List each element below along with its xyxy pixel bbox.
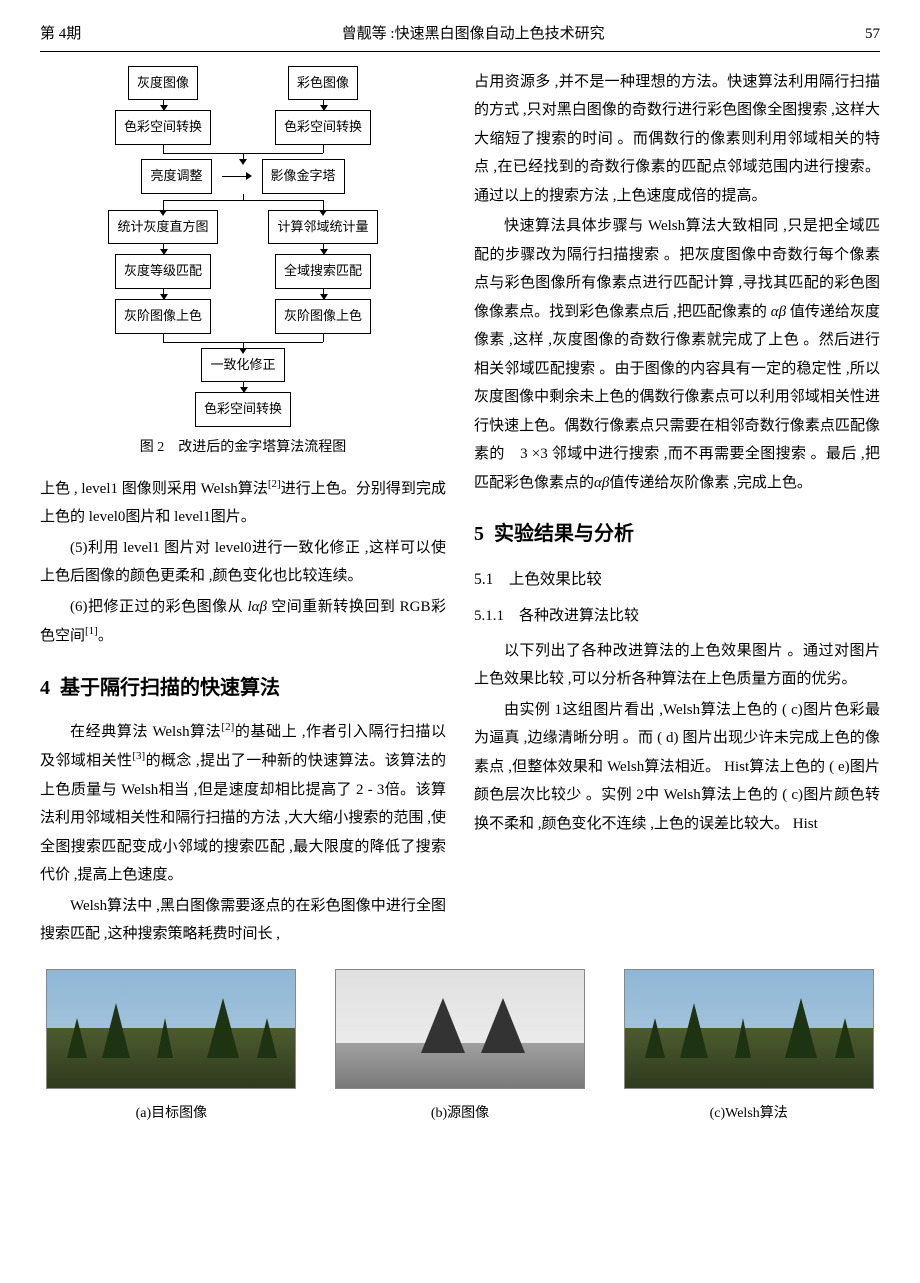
flow-arrow-down	[163, 289, 164, 299]
page-header: 第 4期 曾靓等 :快速黑白图像自动上色技术研究 57	[40, 20, 880, 52]
flow-node: 灰度图像	[128, 66, 198, 101]
flow-arrow-down	[163, 100, 164, 110]
body-paragraph: 由实例 1这组图片看出 ,Welsh算法上色的 ( c)图片色彩最为逼真 ,边缘…	[474, 696, 880, 839]
section-heading: 5实验结果与分析	[474, 515, 880, 553]
flow-arrow-right	[222, 172, 252, 180]
section-heading: 4基于隔行扫描的快速算法	[40, 669, 446, 707]
flow-node: 灰阶图像上色	[275, 299, 371, 334]
sample-image-source	[335, 969, 585, 1089]
body-paragraph: 以下列出了各种改进算法的上色效果图片 。通过对图片上色效果比较 ,可以分析各种算…	[474, 637, 880, 694]
flow-node: 灰阶图像上色	[115, 299, 211, 334]
citation-ref: [2]	[221, 721, 234, 733]
body-paragraph: Welsh算法中 ,黑白图像需要逐点的在彩色图像中进行全图搜索匹配 ,这种搜索策…	[40, 892, 446, 949]
body-paragraph: 在经典算法 Welsh算法[2]的基础上 ,作者引入隔行扫描以及邻域相关性[3]…	[40, 717, 446, 890]
citation-ref: [2]	[268, 478, 281, 490]
flow-merge	[83, 334, 403, 348]
subsection-heading: 5.1 上色效果比较	[474, 565, 880, 594]
flow-arrow-down	[323, 244, 324, 254]
subsubsection-heading: 5.1.1 各种改进算法比较	[474, 602, 880, 631]
body-paragraph: 占用资源多 ,并不是一种理想的方法。快速算法利用隔行扫描的方式 ,只对黑白图像的…	[474, 68, 880, 211]
sample-image-target	[46, 969, 296, 1089]
flow-node: 色彩空间转换	[115, 110, 211, 145]
figure-cell-b: (b)源图像	[329, 969, 592, 1128]
figure-cell-c: (c)Welsh算法	[617, 969, 880, 1128]
issue-label: 第 4期	[40, 20, 81, 49]
figure-sublabel: (b)源图像	[431, 1101, 489, 1128]
flow-arrow-down	[323, 289, 324, 299]
body-paragraph: 上色 , level1 图像则采用 Welsh算法[2]进行上色。分别得到完成上…	[40, 474, 446, 532]
flow-split	[83, 194, 403, 210]
running-head: 曾靓等 :快速黑白图像自动上色技术研究	[342, 20, 605, 49]
body-paragraph: (6)把修正过的彩色图像从 lαβ 空间重新转换回到 RGB彩色空间[1]。	[40, 593, 446, 651]
flow-merge	[83, 145, 403, 159]
flowchart-fig2: 灰度图像 彩色图像 色彩空间转换 色彩空间转换 亮度调整 影像金字塔	[83, 66, 403, 428]
sample-image-welsh	[624, 969, 874, 1089]
flow-node: 影像金字塔	[262, 159, 345, 194]
figure-sublabel: (a)目标图像	[136, 1101, 208, 1128]
flow-arrow-down	[163, 244, 164, 254]
flow-node: 全域搜索匹配	[275, 254, 371, 289]
two-column-body: 灰度图像 彩色图像 色彩空间转换 色彩空间转换 亮度调整 影像金字塔	[40, 66, 880, 951]
flow-node: 亮度调整	[141, 159, 211, 194]
left-column: 灰度图像 彩色图像 色彩空间转换 色彩空间转换 亮度调整 影像金字塔	[40, 66, 446, 951]
body-paragraph: 快速算法具体步骤与 Welsh算法大致相同 ,只是把全域匹配的步骤改为隔行扫描搜…	[474, 212, 880, 497]
flow-node: 色彩空间转换	[275, 110, 371, 145]
flow-node: 灰度等级匹配	[115, 254, 211, 289]
right-column: 占用资源多 ,并不是一种理想的方法。快速算法利用隔行扫描的方式 ,只对黑白图像的…	[474, 66, 880, 951]
page-number: 57	[865, 20, 880, 49]
figure-sublabel: (c)Welsh算法	[710, 1101, 788, 1128]
body-paragraph: (5)利用 level1 图片对 level0进行一致化修正 ,这样可以使上色后…	[40, 534, 446, 591]
figure-caption: 图 2 改进后的金字塔算法流程图	[40, 435, 446, 462]
flow-node: 色彩空间转换	[195, 392, 291, 427]
figure-cell-a: (a)目标图像	[40, 969, 303, 1128]
citation-ref: [1]	[85, 625, 98, 637]
flow-arrow-down	[323, 100, 324, 110]
figure-row: (a)目标图像 (b)源图像 (c)Welsh算法	[40, 969, 880, 1128]
flow-node: 彩色图像	[288, 66, 358, 101]
flow-arrow-down	[243, 382, 244, 392]
citation-ref: [3]	[132, 750, 145, 762]
